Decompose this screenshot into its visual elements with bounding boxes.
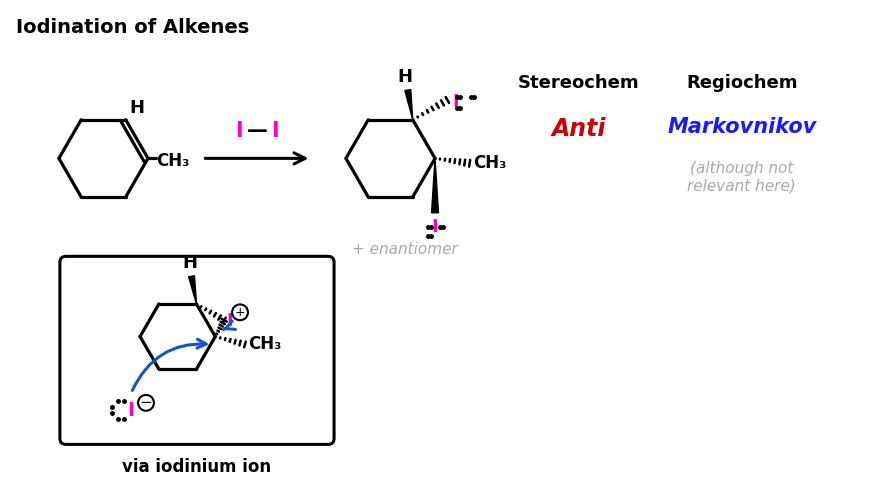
Text: H: H bbox=[129, 99, 145, 117]
Text: Iodination of Alkenes: Iodination of Alkenes bbox=[17, 18, 250, 37]
Text: H: H bbox=[398, 68, 413, 86]
Text: I: I bbox=[128, 401, 135, 420]
Text: Stereochem: Stereochem bbox=[517, 74, 640, 92]
Text: I: I bbox=[453, 93, 459, 111]
Text: —: — bbox=[246, 120, 267, 141]
Polygon shape bbox=[432, 158, 439, 213]
Text: Markovnikov: Markovnikov bbox=[667, 117, 816, 137]
Text: via iodinium ion: via iodinium ion bbox=[122, 458, 272, 476]
Text: I: I bbox=[226, 312, 232, 330]
Text: + enantiomer: + enantiomer bbox=[352, 242, 458, 257]
Text: I: I bbox=[432, 218, 439, 236]
Text: Regiochem: Regiochem bbox=[686, 74, 798, 92]
Polygon shape bbox=[189, 276, 197, 304]
Text: +: + bbox=[235, 306, 246, 319]
Polygon shape bbox=[405, 90, 413, 120]
Text: Anti: Anti bbox=[551, 117, 606, 141]
Text: −: − bbox=[140, 396, 152, 410]
Text: CH₃: CH₃ bbox=[248, 336, 281, 353]
Text: (although not
relevant here): (although not relevant here) bbox=[688, 161, 796, 194]
Text: H: H bbox=[182, 254, 197, 272]
FancyBboxPatch shape bbox=[60, 256, 334, 444]
Text: I: I bbox=[271, 120, 279, 141]
Text: CH₃: CH₃ bbox=[474, 154, 507, 172]
Text: CH₃: CH₃ bbox=[156, 152, 190, 170]
Text: I: I bbox=[235, 120, 243, 141]
